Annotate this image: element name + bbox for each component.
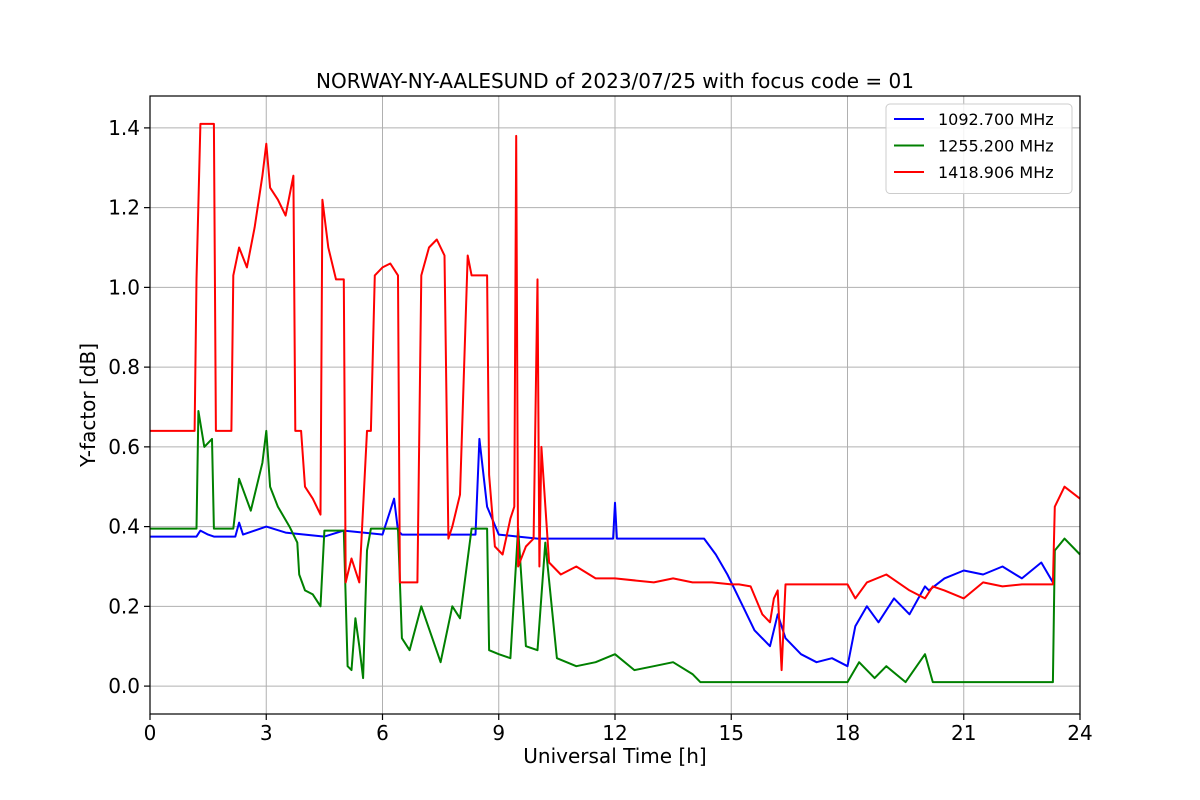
x-tick-label: 21 [951,721,976,745]
y-tick-label: 1.4 [108,116,140,140]
y-tick-label: 0.4 [108,515,140,539]
legend-label: 1418.906 MHz [938,163,1054,182]
y-tick-label: 1.0 [108,275,140,299]
chart-title: NORWAY-NY-AALESUND of 2023/07/25 with fo… [316,69,914,93]
x-axis-label: Universal Time [h] [523,744,706,768]
y-axis-label: Y-factor [dB] [76,343,100,468]
legend: 1092.700 MHz 1255.200 MHz 1418.906 MHz [886,104,1072,194]
y-tick-label: 0.6 [108,435,140,459]
y-tick-label: 0.8 [108,355,140,379]
x-tick-label: 18 [835,721,860,745]
legend-label: 1255.200 MHz [938,137,1054,156]
y-tick-label: 0.2 [108,594,140,618]
y-tick-label: 1.2 [108,196,140,220]
x-tick-label: 24 [1067,721,1092,745]
x-tick-label: 12 [602,721,627,745]
x-tick-label: 3 [260,721,273,745]
y-tick-label: 0.0 [108,674,140,698]
legend-label: 1092.700 MHz [938,110,1054,129]
x-tick-label: 9 [492,721,505,745]
x-tick-label: 15 [719,721,744,745]
x-tick-label: 0 [144,721,157,745]
x-tick-label: 6 [376,721,389,745]
